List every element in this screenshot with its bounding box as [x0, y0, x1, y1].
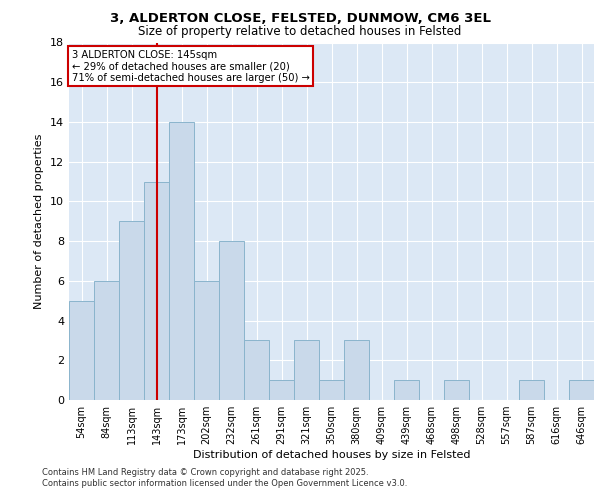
Bar [119, 221, 144, 400]
Bar [569, 380, 594, 400]
Text: Size of property relative to detached houses in Felsted: Size of property relative to detached ho… [139, 25, 461, 38]
Bar [94, 281, 119, 400]
Bar [194, 281, 219, 400]
Bar [269, 380, 294, 400]
X-axis label: Distribution of detached houses by size in Felsted: Distribution of detached houses by size … [193, 450, 470, 460]
Bar [519, 380, 544, 400]
Bar [394, 380, 419, 400]
Bar [444, 380, 469, 400]
Bar [69, 300, 94, 400]
Text: 3, ALDERTON CLOSE, FELSTED, DUNMOW, CM6 3EL: 3, ALDERTON CLOSE, FELSTED, DUNMOW, CM6 … [110, 12, 491, 26]
Bar [294, 340, 319, 400]
Bar [244, 340, 269, 400]
Bar [219, 241, 244, 400]
Y-axis label: Number of detached properties: Number of detached properties [34, 134, 44, 309]
Bar [344, 340, 369, 400]
Text: Contains HM Land Registry data © Crown copyright and database right 2025.
Contai: Contains HM Land Registry data © Crown c… [42, 468, 407, 487]
Bar [144, 182, 169, 400]
Text: 3 ALDERTON CLOSE: 145sqm
← 29% of detached houses are smaller (20)
71% of semi-d: 3 ALDERTON CLOSE: 145sqm ← 29% of detach… [71, 50, 310, 83]
Bar [319, 380, 344, 400]
Bar [169, 122, 194, 400]
